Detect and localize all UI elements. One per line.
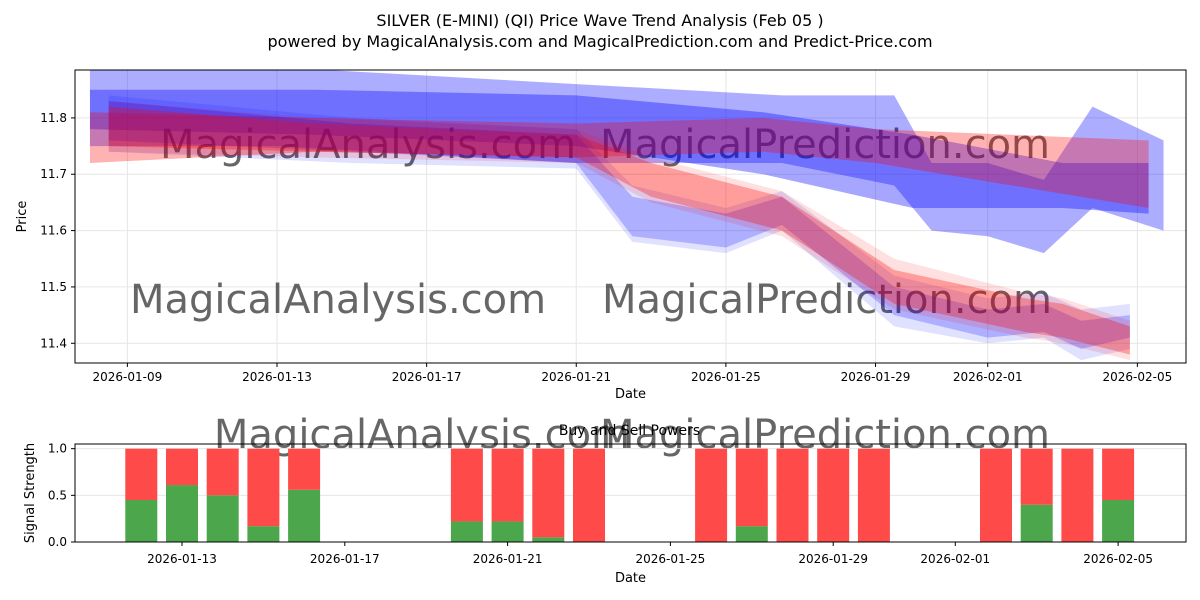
x-tick-label: 2026-01-13 <box>147 552 217 566</box>
y-tick-label: 11.7 <box>40 167 67 181</box>
band-blue-lower <box>108 100 1130 349</box>
plot-frame <box>74 443 1187 543</box>
sell-bar <box>735 448 768 527</box>
x-tick-label: 2026-01-29 <box>798 552 868 566</box>
y-tick-label: 0.0 <box>48 535 67 549</box>
x-axis-label: Date <box>615 571 646 586</box>
subplot-title: Buy and Sell Powers <box>559 423 700 439</box>
x-tick-label: 2026-01-25 <box>636 552 706 566</box>
x-tick-label: 2026-02-01 <box>920 552 990 566</box>
watermark: MagicalAnalysis.com <box>160 122 576 168</box>
sell-bar <box>980 448 1012 542</box>
y-tick-label: 11.4 <box>40 336 67 350</box>
buy-bar <box>1102 500 1135 542</box>
watermark: MagicalPrediction.com <box>600 122 1050 168</box>
buy-bar <box>288 489 321 542</box>
sell-bar <box>573 448 605 542</box>
band-blue-mid <box>89 89 1149 214</box>
band-blue-wide <box>89 70 1164 254</box>
y-tick-label: 1.0 <box>48 442 67 456</box>
sell-bar <box>817 448 850 542</box>
buy-bar <box>206 495 239 542</box>
sell-bar <box>125 448 158 500</box>
y-tick-label: 11.8 <box>40 111 67 125</box>
x-tick-label: 2026-02-05 <box>1102 370 1172 384</box>
x-tick-label: 2026-01-21 <box>541 370 611 384</box>
x-tick-label: 2026-01-17 <box>392 370 462 384</box>
buy-bar <box>125 500 158 542</box>
sell-bar <box>1020 448 1053 505</box>
buy-bar <box>1020 504 1053 542</box>
y-axis-label: Price <box>15 201 30 233</box>
sell-bar <box>695 448 728 542</box>
band-red-lower-wide <box>108 100 1130 361</box>
x-tick-label: 2026-02-05 <box>1083 552 1153 566</box>
x-tick-label: 2026-01-13 <box>242 370 312 384</box>
plot-frame <box>74 69 1187 364</box>
sell-bar <box>288 448 321 490</box>
sell-bar <box>857 448 890 542</box>
buy-bar <box>532 537 565 542</box>
x-tick-label: 2026-02-01 <box>953 370 1023 384</box>
band-blue-lower-wide <box>108 95 1130 361</box>
x-axis-label: Date <box>615 387 646 402</box>
sell-bar <box>206 448 239 496</box>
buy-bar <box>247 526 280 542</box>
x-tick-label: 2026-01-09 <box>92 370 162 384</box>
band-red-lower <box>108 106 1130 355</box>
sell-bar <box>776 448 809 542</box>
sell-bar <box>491 448 524 522</box>
x-tick-label: 2026-01-29 <box>841 370 911 384</box>
y-tick-label: 0.5 <box>48 488 67 502</box>
chart-subtitle: powered by MagicalAnalysis.com and Magic… <box>267 32 932 51</box>
y-tick-label: 11.5 <box>40 280 67 294</box>
buy-bar <box>166 485 198 542</box>
bands <box>89 70 1164 361</box>
sell-bar <box>166 448 198 486</box>
y-tick-label: 11.6 <box>40 224 67 238</box>
sell-bar <box>450 448 483 522</box>
buy-bar <box>450 521 483 542</box>
watermark: MagicalPrediction.com <box>602 277 1052 323</box>
y-axis-label: Signal Strength <box>23 443 38 543</box>
sell-bar <box>1102 448 1135 500</box>
x-tick-label: 2026-01-25 <box>691 370 761 384</box>
band-red-upper <box>89 112 1149 209</box>
watermark: MagicalAnalysis.com <box>130 277 546 323</box>
chart-title: SILVER (E-MINI) (QI) Price Wave Trend An… <box>376 11 823 30</box>
sell-bar <box>532 448 565 538</box>
buy-bar <box>491 521 524 542</box>
buy-bar <box>735 526 768 542</box>
x-tick-label: 2026-01-17 <box>310 552 380 566</box>
sell-bar <box>247 448 280 527</box>
x-tick-label: 2026-01-21 <box>473 552 543 566</box>
sell-bar <box>1061 448 1094 542</box>
